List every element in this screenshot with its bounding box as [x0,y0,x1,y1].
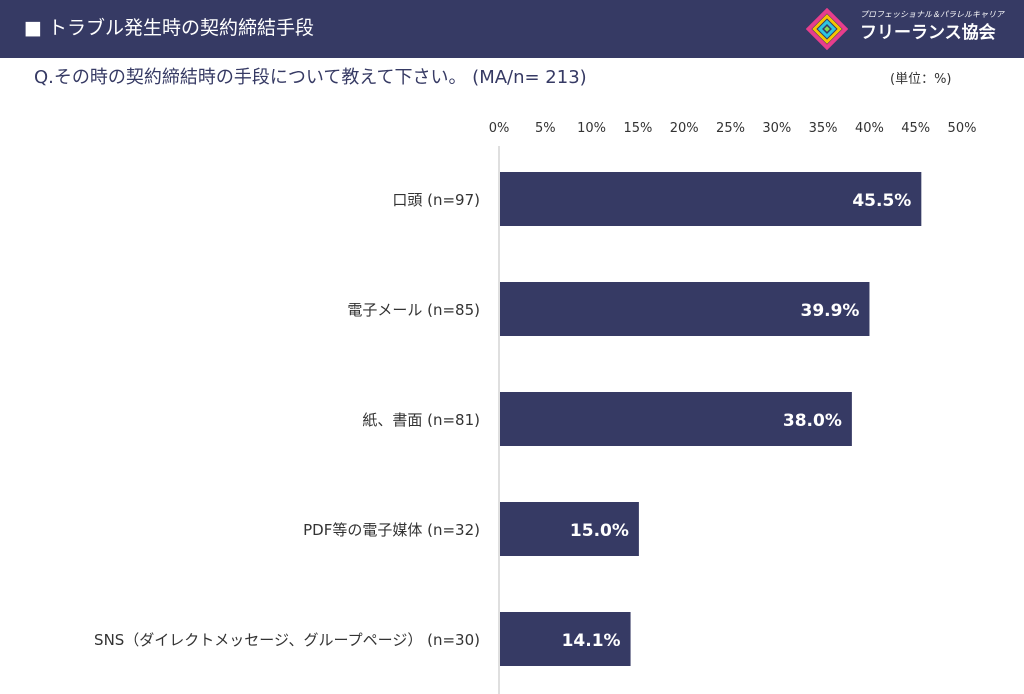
category-label: 紙、書面 (n=81) [362,411,480,429]
question-text: Q.その時の契約締結時の手段について教えて下さい。 (MA/n= 213) [34,67,587,88]
bar-value-label: 14.1% [562,631,621,651]
category-label: 電子メール (n=85) [347,301,480,319]
x-tick-label: 0% [489,121,510,136]
unit-label: (単位：%) [890,72,952,87]
header-bar: ■ トラブル発生時の契約締結手段 プロフェッショナル＆パラレルキャリア フリーラ… [0,0,1024,58]
bar-value-label: 38.0% [783,411,842,431]
x-tick-label: 30% [762,121,791,136]
bar [500,392,852,446]
x-tick-label: 20% [670,121,699,136]
bar-value-label: 45.5% [852,191,911,211]
x-tick-label: 25% [716,121,745,136]
bar-value-label: 15.0% [570,521,629,541]
bar [500,612,631,666]
x-tick-label: 5% [535,121,556,136]
logo-tagline: プロフェッショナル＆パラレルキャリア [860,10,1004,19]
logo-name: フリーランス協会 [860,23,996,43]
bar-value-label: 39.9% [800,301,859,321]
x-tick-label: 45% [901,121,930,136]
bar [500,502,639,556]
page-title: ■ トラブル発生時の契約締結手段 [24,17,314,39]
category-label: 口頭 (n=97) [392,191,480,209]
category-label: SNS（ダイレクトメッセージ、グループページ） (n=30) [94,631,480,649]
category-label: PDF等の電子媒体 (n=32) [303,521,480,539]
x-tick-label: 40% [855,121,884,136]
logo-mark-icon [806,8,848,50]
bar [500,282,870,336]
x-tick-label: 15% [623,121,652,136]
x-tick-label: 35% [809,121,838,136]
bar [500,172,922,226]
x-tick-label: 10% [577,121,606,136]
x-tick-label: 50% [948,121,977,136]
